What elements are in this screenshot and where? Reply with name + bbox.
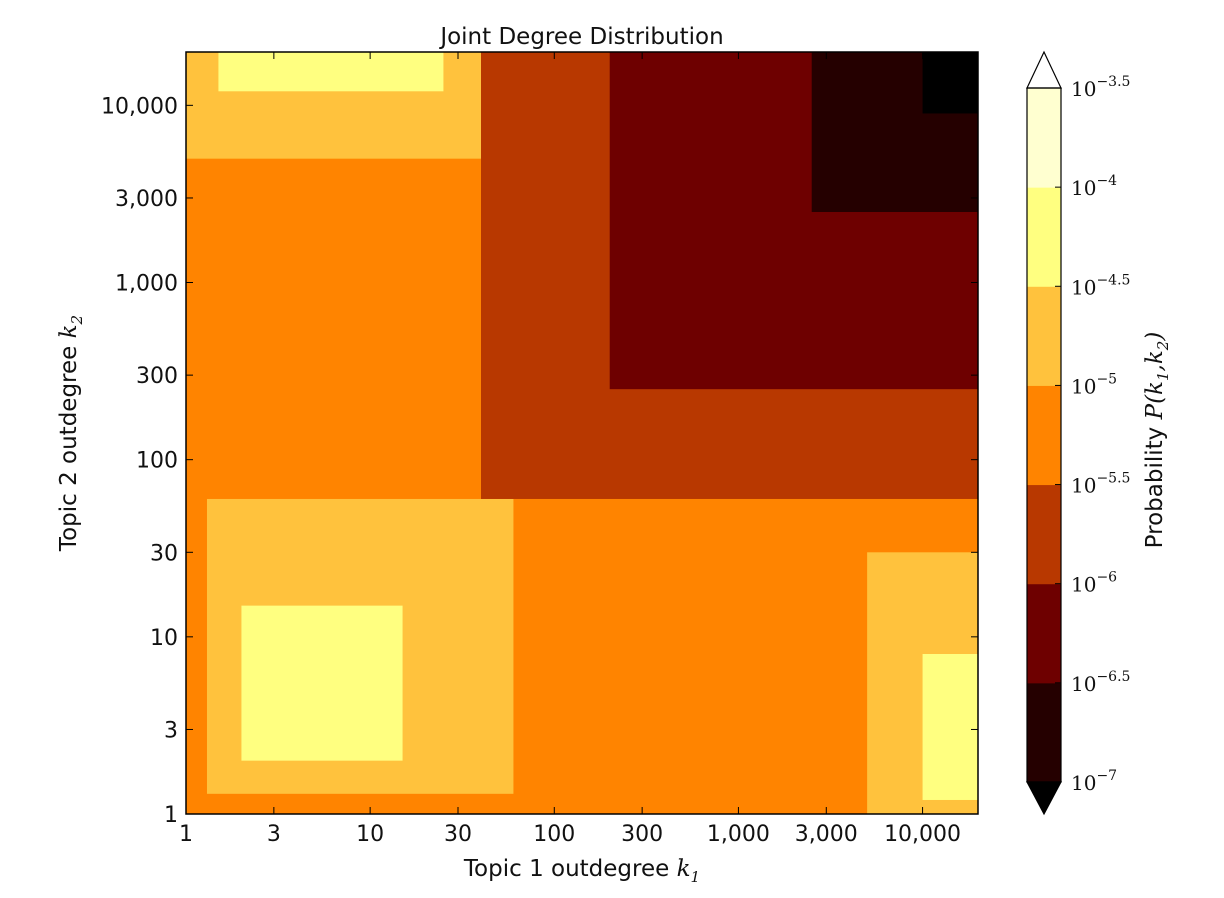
y-tick-label: 3,000 [115,187,178,212]
colorbar-label-math: P(k1,k2) [1142,332,1172,421]
y-axis-ticks: 1 3 10 30 100 300 1,000 3,000 10,000 [101,94,978,828]
colorbar-frame [1026,87,1062,783]
y-tick-label: 100 [136,449,178,474]
heatmap-region [218,52,444,92]
x-tick-label: 3 [267,822,281,847]
colorbar-extend-min [1026,781,1062,816]
colorbar-label: Probability P(k1,k2) [1142,332,1172,549]
y-axis-label: Topic 2 outdegree k2 [56,315,86,552]
colorbar-tick-label: 10−5.5 [1071,471,1130,498]
plot-frame [185,51,979,815]
chart-title: Joint Degree Distribution [438,24,723,50]
x-tick-label: 1,000 [707,822,770,847]
colorbar-band [1027,187,1061,287]
colorbar [1026,50,1062,816]
colorbar-tick-label: 10−4.5 [1071,272,1130,299]
x-tick-label: 100 [533,822,575,847]
x-axis-ticks: 1 3 10 30 100 300 1,000 3,000 10,000 [179,52,961,847]
heatmap-region [922,654,978,800]
colorbar-ticks: 10−7 10−6.5 10−6 10−5.5 10−5 10−4.5 10−4 10−3.5 [1055,74,1130,795]
colorbar-tick-label: 10−6 [1071,570,1117,597]
x-tick-label: 30 [444,822,472,847]
y-tick-label: 1,000 [115,271,178,296]
colorbar-tick-label: 10−7 [1071,768,1117,795]
y-tick-label: 300 [136,364,178,389]
x-tick-label: 10,000 [884,822,961,847]
heatmap-region [241,605,403,761]
x-tick-label: 10 [356,822,384,847]
x-tick-label: 3,000 [795,822,858,847]
colorbar-band [1027,583,1061,684]
y-tick-label: 10 [150,626,178,651]
y-tick-label: 30 [150,541,178,566]
colorbar-band [1027,682,1061,783]
colorbar-tick-label: 10−6.5 [1071,669,1130,696]
colorbar-tick-label: 10−4 [1071,173,1117,200]
colorbar-band [1027,385,1061,486]
colorbar-band [1027,484,1061,585]
colorbar-tick-label: 10−5 [1071,371,1117,398]
colorbar-tick-label: 10−3.5 [1071,74,1130,101]
y-tick-label: 10,000 [101,94,178,119]
x-tick-label: 300 [621,822,663,847]
y-tick-label: 3 [164,718,178,743]
x-tick-label: 1 [179,822,193,847]
colorbar-band [1027,286,1061,386]
colorbar-extend-max [1026,50,1062,89]
heatmap-layer [186,52,978,814]
x-axis-label: Topic 1 outdegree k1 [463,856,700,886]
y-tick-label: 1 [164,803,178,828]
colorbar-band [1027,88,1061,188]
heatmap-region [922,52,978,114]
